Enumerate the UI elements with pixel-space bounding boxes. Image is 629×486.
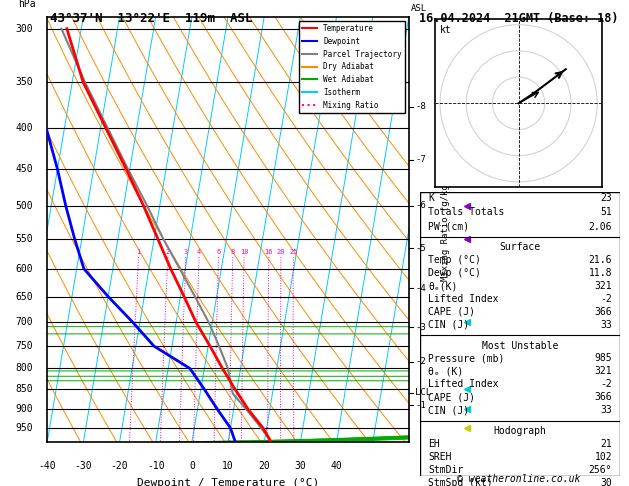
Text: 3: 3 (184, 249, 188, 256)
Text: 30: 30 (294, 461, 306, 471)
Text: -5: -5 (415, 243, 426, 253)
Text: 900: 900 (15, 404, 33, 414)
Text: 25: 25 (289, 249, 298, 256)
Text: 2: 2 (165, 249, 170, 256)
Text: 750: 750 (15, 341, 33, 351)
Text: 43°37'N  13°22'E  119m  ASL: 43°37'N 13°22'E 119m ASL (50, 12, 252, 25)
Text: 600: 600 (15, 264, 33, 274)
Text: 550: 550 (15, 234, 33, 243)
Text: θₑ(K): θₑ(K) (428, 281, 457, 291)
Text: StmSpd (kt): StmSpd (kt) (428, 478, 493, 486)
Text: 366: 366 (594, 307, 612, 317)
Text: 650: 650 (15, 292, 33, 301)
Text: 6: 6 (216, 249, 221, 256)
Text: 4: 4 (197, 249, 201, 256)
Text: 51: 51 (601, 208, 612, 217)
Text: 256°: 256° (589, 465, 612, 475)
Text: 0: 0 (189, 461, 195, 471)
Text: -8: -8 (415, 103, 426, 111)
Text: -2: -2 (601, 379, 612, 389)
Text: Pressure (mb): Pressure (mb) (428, 353, 504, 364)
Text: 321: 321 (594, 281, 612, 291)
Text: 10: 10 (240, 249, 248, 256)
Text: Temp (°C): Temp (°C) (428, 255, 481, 265)
Text: 1: 1 (136, 249, 141, 256)
Text: Lifted Index: Lifted Index (428, 379, 499, 389)
Text: 30: 30 (601, 478, 612, 486)
Text: 8: 8 (231, 249, 235, 256)
Text: 21.6: 21.6 (589, 255, 612, 265)
Text: 500: 500 (15, 201, 33, 210)
Text: Dewpoint / Temperature (°C): Dewpoint / Temperature (°C) (137, 478, 319, 486)
Text: 20: 20 (277, 249, 285, 256)
Text: hPa: hPa (18, 0, 36, 8)
Text: 40: 40 (331, 461, 342, 471)
Text: 102: 102 (594, 451, 612, 462)
Text: Lifted Index: Lifted Index (428, 294, 499, 304)
Text: 450: 450 (15, 164, 33, 174)
Text: -2: -2 (415, 357, 426, 366)
Text: 21: 21 (601, 439, 612, 449)
Text: 23: 23 (601, 193, 612, 203)
Text: 10: 10 (222, 461, 234, 471)
Text: 20: 20 (259, 461, 270, 471)
Text: 850: 850 (15, 384, 33, 395)
Text: 16: 16 (265, 249, 273, 256)
Text: © weatheronline.co.uk: © weatheronline.co.uk (457, 473, 581, 484)
Text: 11.8: 11.8 (589, 268, 612, 278)
Text: CAPE (J): CAPE (J) (428, 307, 475, 317)
Text: LCL: LCL (415, 388, 431, 397)
Text: 950: 950 (15, 423, 33, 433)
Text: 700: 700 (15, 317, 33, 327)
Text: PW (cm): PW (cm) (428, 222, 469, 232)
Text: CIN (J): CIN (J) (428, 320, 469, 330)
Text: -2: -2 (601, 294, 612, 304)
Text: 800: 800 (15, 364, 33, 373)
Text: Most Unstable: Most Unstable (482, 341, 559, 350)
Text: 350: 350 (15, 77, 33, 87)
Text: km
ASL: km ASL (411, 0, 427, 13)
Text: 985: 985 (594, 353, 612, 364)
Text: Hodograph: Hodograph (494, 426, 547, 436)
Text: -4: -4 (415, 284, 426, 293)
Text: EH: EH (428, 439, 440, 449)
Text: -10: -10 (147, 461, 165, 471)
Text: StmDir: StmDir (428, 465, 464, 475)
Text: -40: -40 (38, 461, 56, 471)
Text: θₑ (K): θₑ (K) (428, 366, 464, 376)
Text: -7: -7 (415, 156, 426, 164)
Text: -1: -1 (415, 401, 426, 410)
Text: -6: -6 (415, 201, 426, 210)
Text: K: K (428, 193, 434, 203)
Text: -3: -3 (415, 323, 426, 331)
Text: 321: 321 (594, 366, 612, 376)
Text: kt: kt (440, 24, 452, 35)
Text: Surface: Surface (499, 243, 541, 252)
Text: 400: 400 (15, 123, 33, 133)
Text: CAPE (J): CAPE (J) (428, 392, 475, 402)
Text: SREH: SREH (428, 451, 452, 462)
Text: 2.06: 2.06 (589, 222, 612, 232)
Text: -20: -20 (111, 461, 128, 471)
Legend: Temperature, Dewpoint, Parcel Trajectory, Dry Adiabat, Wet Adiabat, Isotherm, Mi: Temperature, Dewpoint, Parcel Trajectory… (299, 21, 405, 113)
Text: 16.04.2024  21GMT (Base: 18): 16.04.2024 21GMT (Base: 18) (419, 12, 619, 25)
Text: 33: 33 (601, 320, 612, 330)
Text: Mixing Ratio (g/kg): Mixing Ratio (g/kg) (440, 178, 450, 281)
Text: Dewp (°C): Dewp (°C) (428, 268, 481, 278)
Text: CIN (J): CIN (J) (428, 405, 469, 415)
Text: 33: 33 (601, 405, 612, 415)
Text: 300: 300 (15, 24, 33, 34)
Text: Totals Totals: Totals Totals (428, 208, 504, 217)
Text: 366: 366 (594, 392, 612, 402)
Text: -30: -30 (74, 461, 92, 471)
